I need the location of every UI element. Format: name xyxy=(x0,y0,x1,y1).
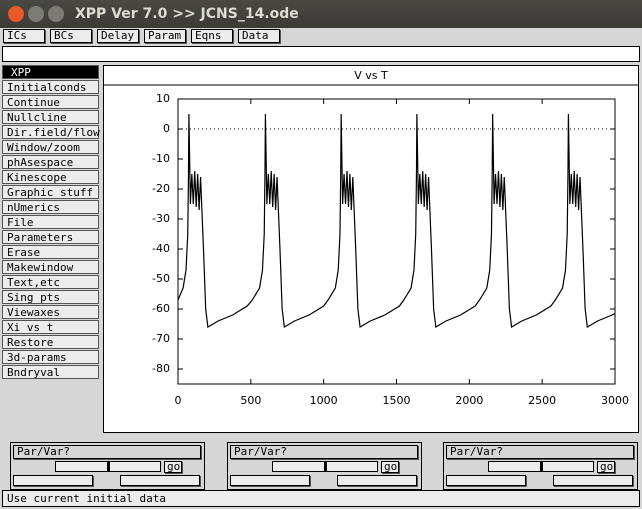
menu-item[interactable]: Nullcline xyxy=(2,110,99,124)
menu-item[interactable]: XPP xyxy=(2,65,99,79)
menu-item[interactable]: File xyxy=(2,215,99,229)
trace xyxy=(177,113,616,328)
menu-item[interactable]: phAsespace xyxy=(2,155,99,169)
menu-item[interactable]: nUmerics xyxy=(2,200,99,214)
menu-item[interactable]: Parameters xyxy=(2,230,99,244)
toolbar-button[interactable]: Eqns xyxy=(191,29,233,43)
menu-item[interactable]: Window/zoom xyxy=(2,140,99,154)
menu-item[interactable]: Restore xyxy=(2,335,99,349)
toolbar-button[interactable]: ICs xyxy=(3,29,45,43)
close-button[interactable] xyxy=(8,6,24,22)
chart: V vs T 10 0 -10 -20 -30 -40 -50 -60 -70 -80 0 500 10… xyxy=(104,69,638,407)
y-tick-label: -20 xyxy=(152,182,170,195)
x-tick-label: 3000 xyxy=(601,394,629,407)
toolbar-button[interactable]: Param xyxy=(144,29,186,43)
slider-label[interactable]: Par/Var? xyxy=(13,445,201,459)
slider-min xyxy=(230,475,310,486)
menu-item[interactable]: Initialconds xyxy=(2,80,99,94)
toolbar-button[interactable]: BCs xyxy=(50,29,92,43)
slider-min xyxy=(13,475,93,486)
title-bar: XPP Ver 7.0 >> JCNS_14.ode xyxy=(0,0,642,28)
plot-window: V vs T 10 0 -10 -20 -30 -40 -50 -60 -70 -80 0 500 10… xyxy=(103,65,639,433)
y-tick-label: 10 xyxy=(156,92,170,105)
menu-item[interactable]: 3d-params xyxy=(2,350,99,364)
toolbar-button[interactable]: Data xyxy=(238,29,280,43)
y-tick-label: -60 xyxy=(152,302,170,315)
x-tick-label: 2000 xyxy=(455,394,483,407)
slider-max xyxy=(553,475,633,486)
slider-thumb[interactable] xyxy=(324,461,327,472)
slider-thumb[interactable] xyxy=(540,461,543,472)
y-tick-label: -30 xyxy=(152,212,170,225)
slider-thumb[interactable] xyxy=(107,461,110,472)
menu-item[interactable]: Makewindow xyxy=(2,260,99,274)
menu-item[interactable]: Continue xyxy=(2,95,99,109)
slider-max xyxy=(120,475,200,486)
go-button[interactable]: go xyxy=(597,461,615,473)
menu-item[interactable]: Text,etc xyxy=(2,275,99,289)
menu-item[interactable]: Viewaxes xyxy=(2,305,99,319)
menu-item[interactable]: Xi vs t xyxy=(2,320,99,334)
y-tick-label: -80 xyxy=(152,362,170,375)
y-tick-label: -70 xyxy=(152,332,170,345)
plot-frame xyxy=(177,98,616,385)
x-tick-label: 500 xyxy=(240,394,261,407)
go-button[interactable]: go xyxy=(164,461,182,473)
x-tick-label: 2500 xyxy=(528,394,556,407)
x-tick-label: 1000 xyxy=(310,394,338,407)
chart-title: V vs T xyxy=(354,69,388,82)
maximize-button[interactable] xyxy=(48,6,64,22)
menu-item[interactable]: Dir.field/flow xyxy=(2,125,100,139)
menu-item[interactable]: Kinescope xyxy=(2,170,99,184)
go-button[interactable]: go xyxy=(381,461,399,473)
command-input[interactable] xyxy=(2,46,640,62)
x-tick-label: 0 xyxy=(175,394,182,407)
slider-label[interactable]: Par/Var? xyxy=(446,445,634,459)
slider-label[interactable]: Par/Var? xyxy=(230,445,418,459)
minimize-button[interactable] xyxy=(28,6,44,22)
menu-item[interactable]: Erase xyxy=(2,245,99,259)
window-title: XPP Ver 7.0 >> JCNS_14.ode xyxy=(75,6,299,22)
slider-max xyxy=(337,475,417,486)
slider-min xyxy=(446,475,526,486)
y-tick-label: -50 xyxy=(152,272,170,285)
status-bar: Use current initial data xyxy=(2,490,640,507)
menu-item[interactable]: Sing pts xyxy=(2,290,99,304)
y-tick-label: -10 xyxy=(152,152,170,165)
menu-item[interactable]: Bndryval xyxy=(2,365,99,379)
x-tick-label: 1500 xyxy=(383,394,411,407)
y-tick-label: 0 xyxy=(163,122,170,135)
toolbar-button[interactable]: Delay xyxy=(97,29,139,43)
menu-item[interactable]: Graphic stuff xyxy=(2,185,99,199)
y-tick-label: -40 xyxy=(152,242,170,255)
